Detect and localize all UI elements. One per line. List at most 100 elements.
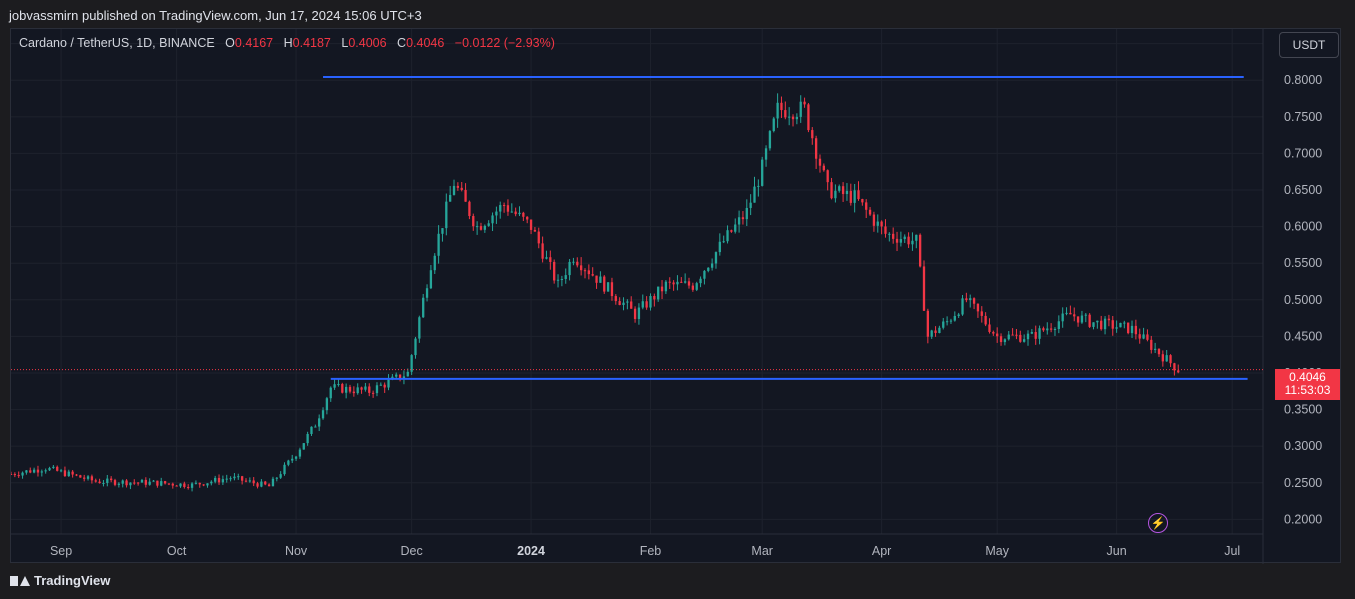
candle-body: [395, 374, 398, 377]
lightning-icon[interactable]: ⚡: [1148, 513, 1168, 533]
candle-body: [734, 224, 737, 232]
candle-body: [1061, 313, 1064, 322]
candle-body: [17, 475, 20, 477]
candle-body: [1080, 315, 1084, 323]
y-tick-label: 0.2500: [1284, 476, 1322, 490]
candle-body: [961, 298, 964, 315]
x-tick-label: Mar: [751, 544, 773, 558]
candle-body: [888, 233, 891, 235]
candle-body: [1003, 339, 1007, 343]
candle-body: [791, 116, 795, 120]
candle-body: [425, 288, 429, 298]
candle-body: [368, 386, 371, 393]
candle-body: [1011, 334, 1014, 336]
candle-body: [649, 295, 652, 308]
candle-body: [121, 480, 124, 484]
candle-body: [125, 480, 128, 486]
candle-body: [583, 270, 587, 272]
candle-body: [148, 481, 151, 485]
candle-body: [371, 392, 375, 394]
low-label: L: [341, 36, 349, 50]
candle-body: [344, 386, 348, 393]
candle-body: [911, 240, 914, 245]
candle-body: [1046, 328, 1049, 331]
candle-body: [660, 286, 664, 292]
candle-body: [156, 480, 159, 486]
candle-body: [175, 485, 178, 487]
candle-body: [587, 270, 591, 275]
candle-body: [140, 479, 144, 483]
candle-body: [252, 480, 255, 484]
low-value: 0.4006: [348, 36, 387, 50]
y-tick-label: 0.5500: [1284, 256, 1322, 270]
candle-body: [94, 480, 97, 482]
candlestick-chart[interactable]: 0.85000.80000.75000.70000.65000.60000.55…: [11, 29, 1342, 564]
currency-button[interactable]: USDT: [1279, 32, 1339, 58]
candle-body: [291, 458, 294, 461]
candle-body: [903, 236, 906, 240]
y-tick-label: 0.6500: [1284, 183, 1322, 197]
candle-body: [633, 308, 637, 319]
high-value: 0.4187: [292, 36, 331, 50]
candle-body: [1007, 334, 1010, 340]
candle-body: [691, 285, 695, 290]
candle-body: [402, 376, 406, 380]
candle-body: [1019, 334, 1022, 342]
candle-body: [264, 481, 267, 485]
symbol-title[interactable]: Cardano / TetherUS, 1D, BINANCE: [19, 36, 215, 50]
candle-body: [248, 480, 251, 482]
candle-body: [275, 477, 278, 479]
candle-body: [63, 470, 67, 477]
candle-body: [318, 418, 321, 427]
candle-body: [672, 282, 675, 285]
candle-body: [799, 101, 802, 117]
candle-body: [807, 104, 810, 131]
x-tick-label: 2024: [517, 544, 545, 558]
candle-body: [418, 317, 421, 339]
candle-body: [187, 487, 190, 489]
candle-body: [1146, 334, 1149, 340]
candle-body: [626, 301, 629, 303]
candle-body: [171, 483, 174, 486]
candle-body: [86, 476, 90, 479]
candle-body: [237, 476, 240, 478]
candle-body: [302, 443, 305, 450]
candle-body: [1073, 314, 1076, 317]
candle-body: [71, 471, 74, 475]
candle-body: [726, 230, 729, 242]
candle-body: [383, 384, 386, 388]
candle-body: [406, 371, 409, 377]
candle-body: [472, 216, 475, 227]
candle-body: [360, 387, 363, 390]
candle-body: [113, 480, 117, 485]
candle-body: [845, 190, 849, 195]
y-tick-label: 0.8000: [1284, 73, 1322, 87]
candle-body: [965, 298, 968, 301]
y-tick-label: 0.3500: [1284, 403, 1322, 417]
candle-body: [930, 330, 933, 337]
candle-body: [206, 483, 209, 486]
candle-body: [48, 467, 51, 471]
tradingview-logo[interactable]: TradingView: [10, 573, 110, 588]
candle-body: [722, 241, 725, 243]
candle-body: [1053, 328, 1057, 330]
candle-body: [953, 315, 956, 321]
candle-body: [190, 483, 194, 488]
candle-body: [514, 211, 517, 215]
open-label: O: [225, 36, 235, 50]
candle-body: [564, 275, 567, 280]
candle-body: [996, 333, 999, 337]
candle-body: [710, 263, 714, 268]
candle-body: [487, 223, 490, 226]
candle-body: [59, 470, 63, 472]
candle-body: [637, 307, 641, 319]
candle-body: [749, 202, 752, 208]
candle-body: [645, 301, 648, 308]
candle-body: [707, 267, 710, 271]
candle-body: [1165, 355, 1168, 362]
candle-body: [1157, 348, 1161, 355]
candle-body: [337, 384, 340, 386]
chart-panel[interactable]: 0.85000.80000.75000.70000.65000.60000.55…: [10, 28, 1342, 564]
x-tick-label: Oct: [167, 544, 187, 558]
candle-body: [826, 170, 829, 183]
